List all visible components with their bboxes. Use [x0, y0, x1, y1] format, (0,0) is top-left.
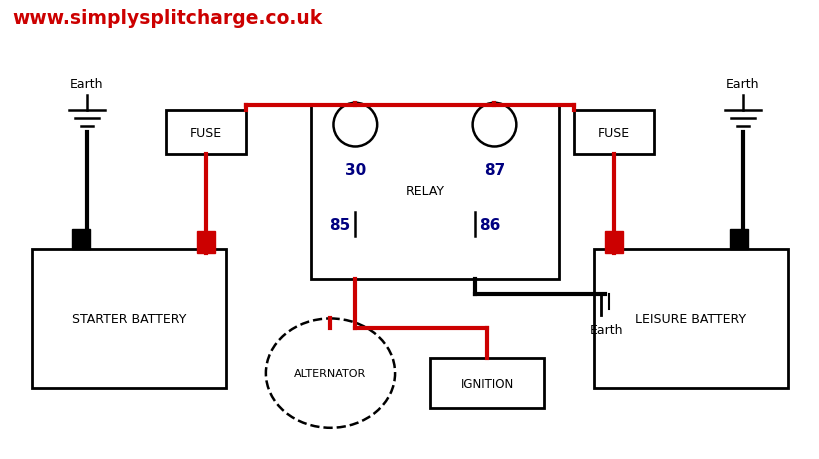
Text: www.simplysplitcharge.co.uk: www.simplysplitcharge.co.uk: [12, 9, 323, 28]
Text: Earth: Earth: [590, 324, 623, 337]
Bar: [430, 358, 544, 408]
Bar: [594, 249, 788, 388]
Text: 30: 30: [345, 163, 366, 178]
Text: 86: 86: [480, 217, 501, 232]
Text: FUSE: FUSE: [190, 126, 222, 139]
Text: 87: 87: [484, 163, 505, 178]
Bar: [166, 111, 246, 155]
Text: ALTERNATOR: ALTERNATOR: [294, 368, 367, 378]
Bar: [604, 231, 622, 253]
Bar: [72, 230, 90, 249]
Text: RELAY: RELAY: [405, 185, 445, 198]
Bar: [310, 106, 559, 279]
Bar: [731, 230, 749, 249]
Text: STARTER BATTERY: STARTER BATTERY: [72, 312, 187, 325]
Bar: [197, 231, 215, 253]
Text: Earth: Earth: [70, 78, 104, 90]
Text: IGNITION: IGNITION: [460, 377, 514, 390]
Text: FUSE: FUSE: [598, 126, 630, 139]
Text: LEISURE BATTERY: LEISURE BATTERY: [636, 312, 746, 325]
Text: 85: 85: [329, 217, 351, 232]
Bar: [32, 249, 226, 388]
Text: Earth: Earth: [726, 78, 760, 90]
Bar: [574, 111, 654, 155]
